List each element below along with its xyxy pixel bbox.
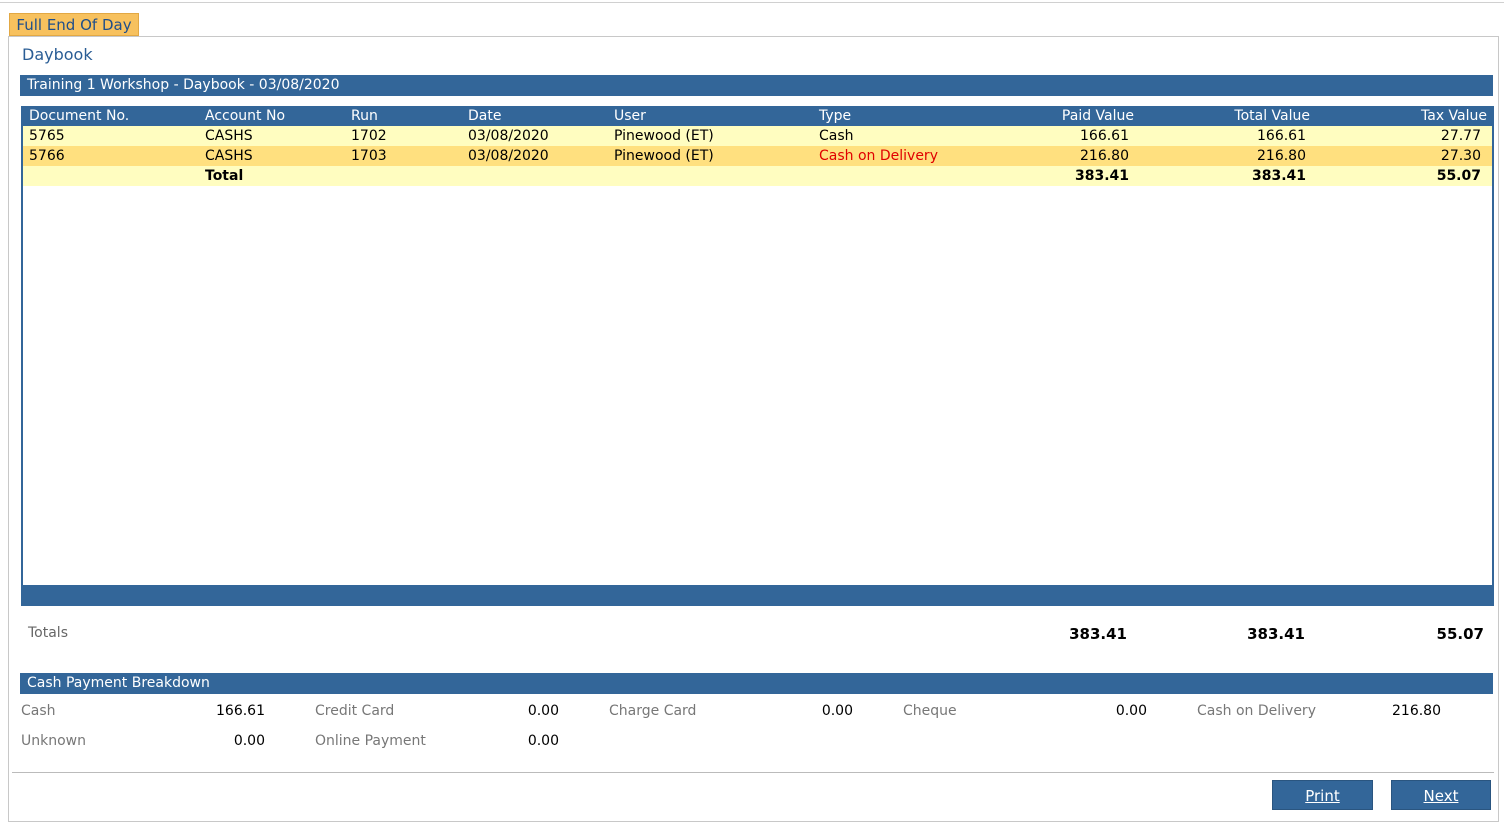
breakdown-value-cash: 166.61	[216, 703, 265, 719]
breakdown-label-cash: Cash	[21, 703, 56, 719]
content-frame	[8, 36, 1499, 822]
cell-total: 216.80	[1257, 148, 1306, 164]
col-account-no[interactable]: Account No	[205, 108, 286, 124]
cell-date: 03/08/2020	[468, 128, 549, 144]
cell-run: 1703	[351, 148, 387, 164]
grid-footer	[23, 585, 1492, 604]
cell-type: Cash on Delivery	[819, 148, 938, 164]
breakdown-value-cash-on-delivery: 216.80	[1392, 703, 1441, 719]
cell-tax: 27.77	[1440, 128, 1481, 144]
table-row[interactable]: 5766 CASHS 1703 03/08/2020 Pinewood (ET)…	[23, 146, 1492, 166]
total-row-label: Total	[205, 168, 244, 184]
col-tax-value[interactable]: Tax Value	[1421, 108, 1487, 124]
cell-account: CASHS	[205, 128, 253, 144]
total-row-paid: 383.41	[1074, 168, 1129, 184]
top-divider	[0, 2, 1504, 3]
grid-header-row: Document No. Account No Run Date User Ty…	[23, 106, 1492, 126]
totals-tax: 55.07	[1436, 625, 1484, 643]
cell-doc: 5766	[29, 148, 65, 164]
cell-account: CASHS	[205, 148, 253, 164]
report-header: Training 1 Workshop - Daybook - 03/08/20…	[20, 75, 1493, 96]
col-run[interactable]: Run	[351, 108, 378, 124]
breakdown-label-charge-card: Charge Card	[609, 703, 697, 719]
cell-user: Pinewood (ET)	[614, 128, 714, 144]
totals-label: Totals	[28, 625, 68, 641]
cell-total: 166.61	[1257, 128, 1306, 144]
cell-paid: 166.61	[1080, 128, 1129, 144]
col-date[interactable]: Date	[468, 108, 502, 124]
daybook-grid: Document No. Account No Run Date User Ty…	[21, 106, 1494, 606]
cell-tax: 27.30	[1440, 148, 1481, 164]
col-type[interactable]: Type	[819, 108, 852, 124]
col-total-value[interactable]: Total Value	[1234, 108, 1310, 124]
cell-doc: 5765	[29, 128, 65, 144]
footer-separator	[12, 772, 1494, 773]
breakdown-value-online-payment: 0.00	[527, 733, 559, 749]
breakdown-value-cheque: 0.00	[1115, 703, 1147, 719]
col-paid-value[interactable]: Paid Value	[1061, 108, 1134, 124]
page-title: Daybook	[22, 45, 93, 64]
total-row-tax: 55.07	[1436, 168, 1481, 184]
cell-type: Cash	[819, 128, 854, 144]
cell-date: 03/08/2020	[468, 148, 549, 164]
table-row[interactable]: 5765 CASHS 1702 03/08/2020 Pinewood (ET)…	[23, 126, 1492, 146]
col-user[interactable]: User	[614, 108, 646, 124]
breakdown-label-cheque: Cheque	[903, 703, 957, 719]
cell-run: 1702	[351, 128, 387, 144]
totals-paid: 383.41	[1069, 625, 1127, 643]
breakdown-value-charge-card: 0.00	[821, 703, 853, 719]
breakdown-value-unknown: 0.00	[233, 733, 265, 749]
breakdown-header: Cash Payment Breakdown	[20, 673, 1493, 694]
breakdown-value-credit-card: 0.00	[527, 703, 559, 719]
breakdown-label-credit-card: Credit Card	[315, 703, 395, 719]
breakdown-label-online-payment: Online Payment	[315, 733, 426, 749]
breakdown-label-unknown: Unknown	[21, 733, 86, 749]
breakdown-label-cash-on-delivery: Cash on Delivery	[1197, 703, 1316, 719]
totals-total: 383.41	[1247, 625, 1305, 643]
print-button[interactable]: Print	[1272, 780, 1373, 810]
cell-user: Pinewood (ET)	[614, 148, 714, 164]
next-button[interactable]: Next	[1391, 780, 1491, 810]
table-total-row: Total 383.41 383.41 55.07	[23, 166, 1492, 186]
total-row-total: 383.41	[1251, 168, 1306, 184]
col-document-no[interactable]: Document No.	[29, 108, 130, 124]
tab-full-end-of-day[interactable]: Full End Of Day	[9, 13, 139, 36]
cell-paid: 216.80	[1080, 148, 1129, 164]
